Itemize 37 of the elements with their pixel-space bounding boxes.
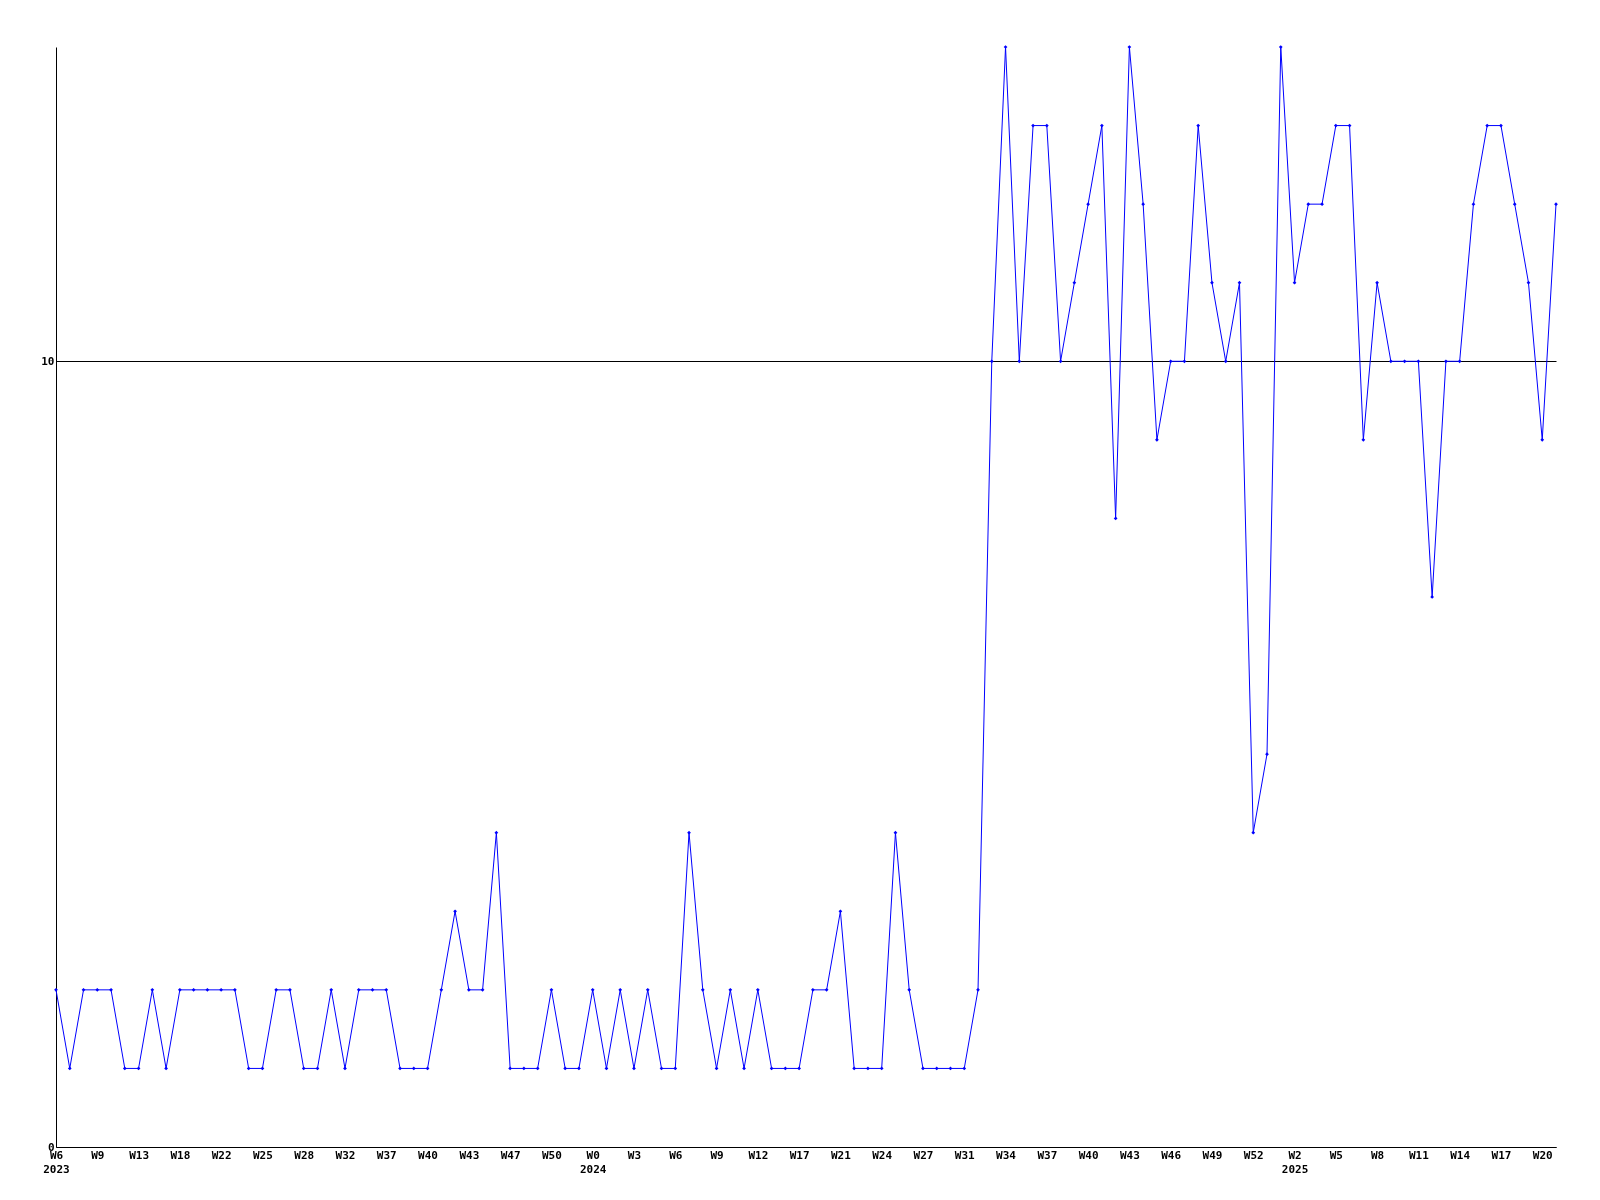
- x-tick-label: W46: [1161, 1148, 1182, 1162]
- x-tick-label: W50: [541, 1148, 562, 1162]
- x-tick-label: W13: [129, 1148, 150, 1162]
- x-tick-label: W43: [459, 1148, 480, 1162]
- x-tick-label: W27: [913, 1148, 934, 1162]
- x-tick-label: W12: [748, 1148, 769, 1162]
- x-tick-label: W9: [91, 1148, 105, 1162]
- x-tick-label: W2 2025: [1281, 1148, 1309, 1176]
- x-tick-label: W3: [627, 1148, 642, 1162]
- x-tick-label: W18: [170, 1148, 191, 1162]
- x-tick-label: W37: [1037, 1148, 1058, 1162]
- x-tick-label: W28: [294, 1148, 315, 1162]
- x-tick-label: W49: [1202, 1148, 1223, 1162]
- x-tick-label: W24: [872, 1148, 893, 1162]
- x-tick-label: W8: [1370, 1148, 1385, 1162]
- x-tick-label: W17: [789, 1148, 810, 1162]
- x-tick-label: W43: [1119, 1148, 1140, 1162]
- x-tick-label: W25: [252, 1148, 273, 1162]
- x-tick-label: W32: [335, 1148, 356, 1162]
- x-tick-label: W0 2024: [579, 1148, 607, 1176]
- x-tick-label: W52: [1243, 1148, 1264, 1162]
- x-tick-label: W6: [669, 1148, 683, 1162]
- x-tick-label: W47: [500, 1148, 521, 1162]
- x-tick-label: W20: [1532, 1148, 1553, 1162]
- x-tick-label: W22: [211, 1148, 232, 1162]
- x-tick-label: W40: [418, 1148, 438, 1162]
- x-tick-label: W37: [376, 1148, 397, 1162]
- x-tick-label: W5: [1329, 1148, 1343, 1162]
- x-tick-label: W14: [1450, 1148, 1471, 1162]
- x-tick-label: W11: [1408, 1148, 1430, 1162]
- x-tick-label: W17: [1491, 1148, 1512, 1162]
- y-tick-label: 10: [41, 354, 55, 368]
- x-tick-label: W31: [954, 1148, 976, 1162]
- x-tick-label: W40: [1078, 1148, 1099, 1162]
- x-tick-label: W34: [996, 1148, 1017, 1162]
- x-tick-label: W9: [710, 1148, 724, 1162]
- x-tick-label: W21: [830, 1148, 852, 1162]
